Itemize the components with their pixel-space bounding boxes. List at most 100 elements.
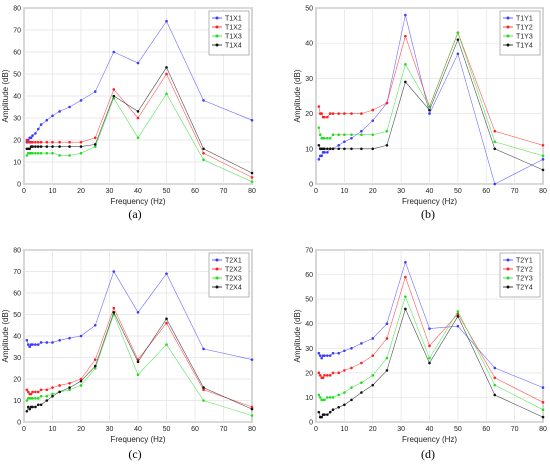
data-point-T2X1: [39, 341, 43, 344]
legend-swatch-marker: [215, 276, 219, 280]
data-point-T2X4: [112, 311, 116, 314]
data-point-T2Y3: [428, 356, 431, 360]
data-point-T1X1: [250, 118, 254, 122]
data-point-T1Y4: [371, 147, 375, 151]
y-tick-label: 60: [305, 272, 313, 279]
data-point-T2Y3: [323, 398, 326, 402]
data-point-T2X4: [165, 317, 168, 321]
data-point-T2X1: [79, 334, 83, 338]
data-point-T2Y3: [318, 396, 322, 399]
y-tick-label: 40: [305, 41, 313, 48]
data-point-T2X3: [31, 397, 34, 400]
data-point-T1Y2: [493, 129, 497, 133]
x-tick-label: 40: [134, 188, 142, 195]
data-point-T1Y2: [323, 115, 326, 119]
data-point-T1X3: [36, 151, 40, 155]
data-point-T1Y4: [541, 168, 545, 172]
panel-caption: (c): [128, 447, 141, 461]
data-point-T2X4: [202, 386, 205, 389]
data-point-T2Y4: [331, 408, 335, 412]
data-point-T2X4: [79, 379, 83, 383]
data-point-T2X4: [34, 405, 37, 409]
data-point-T2X3: [34, 397, 37, 400]
data-point-T2X3: [93, 366, 97, 370]
data-point-T2X2: [58, 384, 61, 387]
legend-label: T2X1: [225, 258, 242, 265]
data-point-T1Y1: [317, 158, 321, 161]
data-point-T2X3: [202, 399, 205, 402]
data-point-T1Y2: [337, 112, 341, 115]
data-point-T2X1: [68, 336, 71, 340]
data-point-T1X2: [34, 140, 37, 144]
data-point-T2Y1: [326, 354, 329, 357]
data-point-T1Y1: [350, 136, 353, 140]
data-point-T1X4: [51, 145, 54, 148]
data-point-T2Y4: [328, 410, 332, 414]
x-tick-label: 0: [314, 188, 318, 195]
data-point-T1X3: [250, 180, 254, 184]
y-tick-label: 20: [305, 370, 313, 377]
data-point-T1X1: [165, 19, 168, 23]
x-tick-label: 20: [369, 188, 377, 195]
legend-swatch-marker: [215, 25, 219, 29]
legend-swatch-marker: [215, 258, 219, 262]
x-tick-label: 60: [191, 188, 199, 195]
x-tick-label: 70: [511, 188, 519, 195]
data-point-T1Y2: [331, 112, 335, 115]
data-point-T1Y4: [360, 147, 363, 151]
data-point-T1Y4: [317, 143, 321, 147]
x-tick-label: 30: [397, 188, 405, 195]
data-point-T1X2: [39, 140, 43, 144]
data-point-T2X4: [45, 399, 49, 402]
data-point-T1Y2: [371, 108, 375, 112]
x-tick-label: 50: [454, 426, 462, 433]
data-point-T1Y3: [328, 136, 332, 140]
data-point-T2X2: [79, 377, 83, 381]
data-point-T2Y4: [360, 391, 363, 394]
y-axis-label: Amplitude (dB): [293, 309, 302, 362]
data-point-T2X2: [26, 390, 30, 394]
x-tick-label: 80: [539, 188, 547, 195]
data-point-T1Y2: [541, 143, 545, 147]
data-point-T2X4: [136, 360, 140, 364]
data-point-T2X4: [26, 405, 30, 409]
x-tick-label: 10: [49, 426, 57, 433]
data-point-T1X4: [165, 66, 168, 69]
legend-label: T1Y2: [516, 25, 533, 32]
legend-swatch-marker: [215, 16, 219, 20]
data-point-T2X1: [112, 270, 116, 273]
y-tick-label: 50: [305, 297, 313, 304]
legend-swatch-marker: [215, 267, 219, 271]
y-tick-label: 50: [13, 312, 21, 319]
data-point-T2Y3: [350, 386, 353, 389]
data-point-T2Y2: [326, 374, 329, 377]
data-point-T1X1: [112, 50, 116, 54]
data-point-T1X1: [136, 61, 140, 65]
data-point-T2X4: [93, 364, 97, 368]
data-point-T2X1: [51, 341, 54, 344]
data-point-T2X2: [112, 306, 116, 310]
data-point-T2Y2: [331, 371, 335, 375]
data-point-T2X4: [28, 407, 32, 411]
legend-label: T1Y1: [516, 16, 533, 23]
data-point-T2X1: [58, 339, 61, 342]
data-point-T1X2: [36, 140, 40, 144]
data-point-T2X2: [34, 390, 37, 394]
legend-label: T2X3: [225, 276, 242, 283]
data-point-T1Y1: [541, 158, 545, 161]
data-point-T1X4: [45, 145, 49, 148]
data-point-T2Y1: [331, 351, 335, 355]
data-point-T2Y2: [385, 337, 389, 340]
data-point-T2X1: [28, 345, 32, 349]
data-point-T2Y2: [360, 361, 363, 365]
data-point-T2Y2: [317, 371, 321, 375]
data-point-T2Y2: [337, 371, 341, 375]
y-tick-label: 40: [13, 334, 21, 341]
data-point-T1X1: [31, 134, 34, 137]
data-point-T1X4: [39, 145, 43, 148]
data-point-T2Y1: [317, 351, 321, 355]
y-tick-label: 0: [309, 420, 313, 427]
panel-caption: (d): [421, 447, 435, 461]
data-point-T2X1: [93, 323, 97, 327]
data-point-T1Y2: [350, 112, 353, 115]
